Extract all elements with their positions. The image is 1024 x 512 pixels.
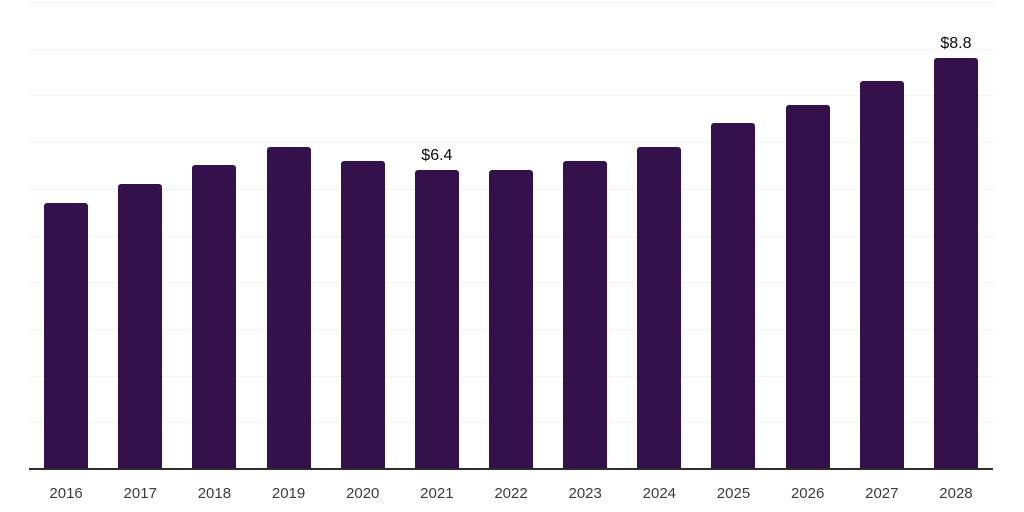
bar [340,160,385,469]
bar [414,170,459,469]
gridline [29,95,993,97]
bar-slot [326,2,400,469]
bar [44,202,89,469]
plot-area: $6.4 $8.8 [29,2,993,469]
x-axis-line [29,468,993,470]
x-tick-label: 2020 [346,485,380,502]
bar-slot [177,2,251,469]
x-tick-label: 2017 [123,485,157,502]
x-tick-label: 2027 [865,485,899,502]
x-tick-label: 2016 [49,485,83,502]
bar-slot: $6.4 [400,2,474,469]
bar-slot [474,2,548,469]
bar [637,146,682,469]
gridline [29,142,993,144]
bar [933,58,978,469]
bar [785,104,830,469]
x-tick-label: 2022 [494,485,528,502]
x-axis-labels: 2016 2017 2018 2019 2020 2021 2022 2023 2024 2025… [29,485,993,503]
bar-value-label: $8.8 [940,35,972,53]
bar [118,184,163,469]
bar [711,123,756,469]
bar-slot [696,2,770,469]
gridline [29,2,993,3]
x-tick-label: 2026 [790,485,825,502]
x-tick-label: 2018 [197,485,232,502]
bar-value-label: $6.4 [421,147,453,165]
bar-slot [103,2,177,469]
bar-slot [771,2,845,469]
bar [192,165,237,469]
x-tick-label: 2024 [642,485,677,502]
bar-slot [622,2,696,469]
x-tick-label: 2028 [939,485,973,502]
bar [563,160,608,469]
bar [489,170,534,469]
bars-container: $6.4 $8.8 [29,2,993,469]
bar-slot [845,2,919,469]
x-tick-label: 2021 [420,485,454,502]
bar-slot [548,2,622,469]
bar [266,146,311,469]
x-tick-label: 2025 [716,485,751,502]
bar-slot: $8.8 [919,2,993,469]
x-tick-label: 2023 [568,485,602,502]
bar [859,81,904,469]
gridline [29,48,993,50]
bar-slot [29,2,103,469]
bar-slot [251,2,325,469]
x-tick-label: 2019 [271,485,306,502]
